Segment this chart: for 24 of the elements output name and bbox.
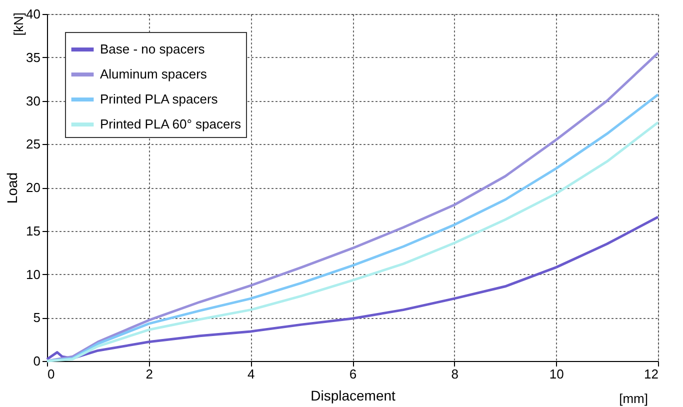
text: [mm] xyxy=(619,391,648,406)
y-tick-label: 20 xyxy=(26,180,40,195)
y-tick-label: 40 xyxy=(26,6,40,22)
y-axis-title: Load xyxy=(4,172,20,204)
y-tick-label: 25 xyxy=(26,136,40,152)
text: [kN] xyxy=(11,12,26,36)
legend-label: Printed PLA 60° spacers xyxy=(100,116,242,132)
legend-label: Aluminum spacers xyxy=(100,66,208,82)
legend-label: Printed PLA spacers xyxy=(100,92,218,106)
legend-label: Base - no spacers xyxy=(100,42,206,56)
x-axis-title: Displacement xyxy=(310,388,396,404)
x-tick-label: 10 xyxy=(549,366,564,382)
y-tick-label: 5 xyxy=(33,310,40,326)
y-tick-label: 10 xyxy=(26,266,40,282)
x-tick-label: 0 xyxy=(48,366,55,382)
x-tick-label: 8 xyxy=(451,366,458,382)
x-tick-label: 6 xyxy=(349,366,357,382)
y-tick-label: 0 xyxy=(33,354,40,368)
x-tick-label: 4 xyxy=(248,366,255,382)
x-tick-label: 2 xyxy=(146,366,153,382)
y-tick-label: 30 xyxy=(26,93,40,108)
x-tick-label: 12 xyxy=(644,366,658,382)
y-tick-label: 15 xyxy=(26,223,40,238)
y-tick-label: 35 xyxy=(26,50,40,65)
